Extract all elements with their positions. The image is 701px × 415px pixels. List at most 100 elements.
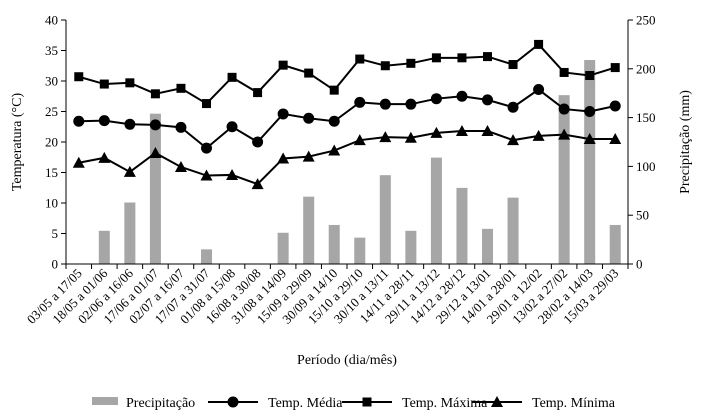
temp-max-point	[74, 72, 84, 82]
temp-max-point	[406, 58, 416, 68]
temp-max-point	[380, 61, 390, 71]
temp-min-point	[302, 150, 315, 162]
right-y-tick-label: 100	[636, 159, 656, 174]
temp-max-point	[483, 52, 492, 62]
temp-mean-point	[124, 118, 136, 130]
right-y-tick-label: 50	[636, 208, 649, 223]
temp-max-point	[508, 60, 518, 70]
left-y-axis-title: Temperatura (°C)	[10, 93, 25, 192]
temp-mean-point	[252, 136, 264, 148]
temp-min-point	[404, 131, 417, 143]
precipitation-bar	[609, 224, 621, 264]
temp-min-point	[455, 125, 468, 137]
temp-min-point	[251, 178, 264, 190]
temp-min-point	[174, 161, 187, 173]
chart-axes	[61, 19, 633, 269]
precipitation-bar	[456, 187, 468, 264]
temp-min-point	[328, 144, 341, 156]
legend-temp-min-marker	[491, 396, 503, 407]
temp-max-point	[610, 63, 620, 73]
temp-max-line	[78, 43, 616, 105]
temp-max-point	[99, 79, 109, 89]
precipitation-bar	[379, 175, 391, 264]
precipitation-bar	[507, 197, 519, 264]
temp-mean-point	[98, 115, 110, 127]
temp-max-point	[253, 88, 263, 98]
precipitation-bar	[354, 237, 366, 264]
temp-min-line	[78, 130, 616, 186]
temp-min-point	[149, 146, 162, 158]
left-y-tick-label: 15	[45, 165, 58, 180]
temp-min-point	[353, 134, 366, 146]
temp-max-point	[431, 53, 441, 63]
temp-min-point	[558, 128, 571, 140]
temp-max-point	[355, 54, 365, 64]
right-y-tick-label: 250	[636, 13, 656, 28]
temp-min-point	[609, 132, 622, 144]
precipitation-bar	[277, 232, 289, 264]
left-y-tick-label: 35	[45, 43, 58, 58]
temp-mean-point	[482, 94, 493, 106]
legend-label: Temp. Mínima	[532, 396, 616, 411]
temp-min-point	[430, 126, 443, 138]
precipitation-bar	[149, 113, 161, 264]
temp-max-point	[534, 39, 544, 49]
right-y-tick-label: 0	[636, 257, 643, 272]
temp-mean-point	[328, 115, 340, 127]
temp-min-point	[507, 134, 520, 146]
precipitation-bar	[124, 202, 136, 264]
temp-min-point	[226, 168, 239, 180]
precipitation-bar	[201, 249, 212, 264]
left-y-tick-label: 30	[45, 74, 58, 89]
temp-min-point	[98, 151, 111, 163]
temp-mean-point	[379, 98, 391, 110]
precipitation-bar	[584, 60, 596, 265]
left-y-tick-label: 25	[45, 104, 58, 119]
temp-min-point	[481, 125, 494, 137]
precipitation-bar	[98, 230, 110, 264]
precipitation-bars	[98, 60, 621, 265]
temp-mean-point	[584, 106, 596, 117]
temp-max-point	[329, 85, 339, 95]
left-y-tick-label: 5	[52, 226, 59, 241]
x-axis-title: Período (dia/mês)	[297, 353, 397, 368]
right-y-axis-title: Precipitação (mm)	[678, 90, 693, 194]
temp-mean-point	[558, 103, 570, 115]
left-y-tick-label: 40	[45, 13, 58, 28]
legend-label: Precipitação	[126, 396, 195, 411]
temp-max-point	[559, 67, 569, 77]
legend-label: Temp. Máxima	[402, 396, 488, 411]
legend: Precipitação Temp. Média Temp. Máxima Temp.…	[92, 396, 616, 411]
temp-min-point	[583, 132, 596, 144]
right-y-tick-label: 150	[636, 110, 656, 125]
temp-mean-point	[609, 100, 621, 112]
temperature-lines	[72, 39, 622, 190]
legend-precipitation-swatch	[92, 397, 118, 405]
legend-temp-max-marker	[362, 397, 372, 407]
temp-max-point	[457, 53, 467, 63]
precipitation-bar	[328, 224, 340, 264]
temp-min-point	[277, 152, 290, 164]
left-y-tick-label: 20	[45, 135, 58, 150]
legend-temp-mean-marker	[227, 396, 239, 408]
temp-min-point	[532, 129, 545, 141]
temp-mean-point	[277, 108, 289, 120]
temp-mean-point	[175, 121, 187, 133]
left-y-tick-label: 0	[52, 257, 59, 272]
temp-mean-point	[303, 112, 315, 124]
precipitation-bar	[558, 95, 570, 264]
precipitation-bar	[482, 228, 493, 264]
temp-mean-point	[73, 115, 85, 127]
temp-mean-point	[226, 121, 238, 133]
temp-mean-point	[201, 142, 212, 154]
temp-mean-point	[405, 98, 417, 110]
temp-mean-point	[533, 84, 545, 96]
left-y-tick-label: 10	[45, 196, 58, 211]
temp-max-point	[176, 83, 186, 93]
temp-max-point	[585, 71, 595, 81]
temp-max-point	[202, 99, 211, 109]
right-y-tick-label: 200	[636, 61, 656, 76]
temp-mean-point	[430, 93, 442, 105]
precipitation-bar	[405, 230, 417, 264]
